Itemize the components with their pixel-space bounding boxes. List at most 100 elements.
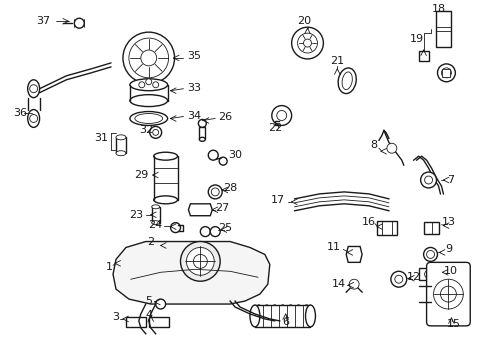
Circle shape	[394, 275, 402, 283]
Polygon shape	[346, 247, 361, 262]
Text: 23: 23	[128, 210, 142, 220]
Text: 31: 31	[94, 133, 108, 143]
Text: 25: 25	[218, 222, 232, 233]
Ellipse shape	[28, 109, 40, 127]
Circle shape	[30, 114, 38, 122]
Text: 15: 15	[446, 319, 459, 329]
Circle shape	[193, 255, 207, 268]
Bar	[442, 69, 449, 77]
Circle shape	[145, 79, 151, 85]
Ellipse shape	[130, 95, 167, 107]
Text: 18: 18	[430, 4, 445, 14]
Circle shape	[386, 143, 396, 153]
Circle shape	[420, 172, 436, 188]
Text: 10: 10	[443, 266, 456, 276]
Circle shape	[219, 157, 226, 165]
Circle shape	[211, 188, 219, 196]
Text: 27: 27	[215, 203, 229, 213]
Text: 35: 35	[187, 51, 201, 61]
Circle shape	[433, 279, 462, 309]
Text: 11: 11	[326, 243, 341, 252]
Polygon shape	[113, 242, 269, 304]
Circle shape	[152, 82, 158, 88]
Bar	[418, 51, 427, 61]
Text: 5: 5	[145, 296, 152, 306]
Text: 1: 1	[105, 262, 112, 272]
Circle shape	[303, 39, 311, 47]
Bar	[148, 317, 168, 327]
Ellipse shape	[337, 68, 356, 94]
Circle shape	[30, 85, 38, 93]
Ellipse shape	[130, 79, 167, 91]
Circle shape	[426, 251, 434, 258]
Text: 36: 36	[13, 108, 27, 117]
Circle shape	[348, 279, 358, 289]
Ellipse shape	[254, 305, 263, 327]
Polygon shape	[188, 204, 212, 216]
Circle shape	[74, 18, 84, 28]
Text: 29: 29	[133, 170, 148, 180]
Text: 21: 21	[329, 56, 344, 66]
Text: 32: 32	[139, 125, 153, 135]
Bar	[126, 317, 145, 327]
Ellipse shape	[28, 80, 40, 98]
Text: 8: 8	[370, 140, 377, 150]
Bar	[116, 137, 126, 153]
Ellipse shape	[116, 151, 126, 156]
Text: 22: 22	[267, 123, 281, 134]
Circle shape	[200, 227, 210, 237]
Circle shape	[424, 176, 432, 184]
FancyBboxPatch shape	[426, 262, 469, 326]
Ellipse shape	[153, 152, 177, 160]
Ellipse shape	[153, 196, 177, 204]
Ellipse shape	[151, 221, 160, 225]
Circle shape	[186, 247, 214, 275]
Circle shape	[180, 242, 220, 281]
Text: 26: 26	[218, 112, 232, 122]
Circle shape	[208, 150, 218, 160]
Ellipse shape	[278, 305, 286, 327]
Circle shape	[152, 129, 158, 135]
Bar	[376, 221, 396, 235]
Text: 34: 34	[187, 111, 201, 121]
Circle shape	[122, 32, 174, 84]
Circle shape	[440, 286, 455, 302]
Bar	[423, 222, 439, 234]
Circle shape	[141, 50, 156, 66]
Circle shape	[424, 270, 432, 278]
Bar	[254, 305, 310, 327]
Circle shape	[437, 64, 454, 82]
Text: 14: 14	[331, 279, 346, 289]
Ellipse shape	[294, 305, 302, 327]
Polygon shape	[161, 243, 176, 252]
Ellipse shape	[305, 305, 315, 327]
Ellipse shape	[302, 305, 310, 327]
Text: 30: 30	[227, 150, 242, 160]
Ellipse shape	[286, 305, 294, 327]
Text: 24: 24	[148, 220, 163, 230]
Ellipse shape	[249, 305, 259, 327]
Ellipse shape	[342, 72, 352, 90]
Ellipse shape	[130, 112, 167, 125]
Circle shape	[170, 223, 180, 233]
Text: 4: 4	[145, 310, 152, 320]
Circle shape	[423, 247, 437, 261]
Circle shape	[198, 120, 206, 127]
Ellipse shape	[270, 305, 278, 327]
Ellipse shape	[199, 137, 205, 141]
Circle shape	[271, 105, 291, 125]
Circle shape	[139, 82, 144, 88]
Text: 2: 2	[147, 237, 154, 247]
Circle shape	[210, 227, 220, 237]
Text: 7: 7	[446, 175, 453, 185]
Ellipse shape	[116, 135, 126, 140]
Bar	[418, 268, 440, 280]
Bar	[151, 207, 160, 223]
Text: 17: 17	[270, 195, 284, 205]
Bar	[435, 11, 450, 47]
Bar	[199, 127, 205, 139]
Text: 20: 20	[297, 16, 311, 26]
Circle shape	[208, 185, 222, 199]
Text: 33: 33	[187, 83, 201, 93]
Circle shape	[276, 111, 286, 121]
